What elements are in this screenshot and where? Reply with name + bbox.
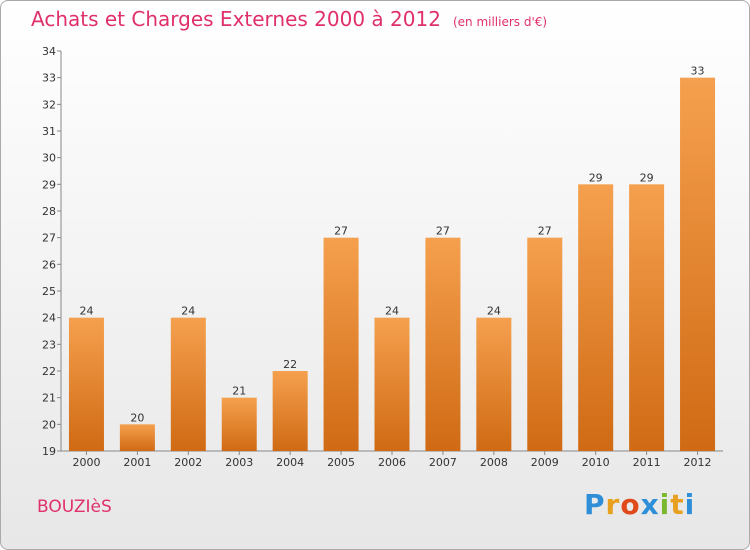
bar bbox=[374, 317, 410, 451]
x-tick-label: 2007 bbox=[429, 456, 457, 469]
x-tick-label: 2004 bbox=[276, 456, 304, 469]
chart-axes: 19 20 21 22 23 24 25 26 27 28 29 30 31 32 33 34 2000 2001… bbox=[42, 45, 723, 469]
bar bbox=[527, 237, 563, 451]
logo-letter: i bbox=[659, 488, 671, 521]
bar bbox=[119, 424, 155, 451]
data-label: 29 bbox=[640, 171, 654, 184]
y-tick-label: 28 bbox=[42, 205, 56, 218]
bar bbox=[221, 397, 257, 451]
data-label: 22 bbox=[283, 358, 297, 371]
y-tick-label: 33 bbox=[42, 72, 56, 85]
data-label: 27 bbox=[538, 225, 552, 238]
y-tick-label: 27 bbox=[42, 232, 56, 245]
bar bbox=[170, 317, 206, 451]
y-tick-label: 31 bbox=[42, 125, 56, 138]
data-label: 20 bbox=[130, 411, 144, 424]
data-label: 27 bbox=[334, 225, 348, 238]
y-tick-label: 21 bbox=[42, 392, 56, 405]
logo-letter: x bbox=[640, 488, 660, 521]
y-tick-label: 30 bbox=[42, 152, 56, 165]
commune-name: BOUZIèS bbox=[37, 497, 112, 517]
data-label: 24 bbox=[385, 305, 399, 318]
x-tick-label: 2009 bbox=[531, 456, 559, 469]
x-tick-label: 2011 bbox=[633, 456, 661, 469]
bar bbox=[425, 237, 461, 451]
logo-letter: r bbox=[605, 488, 621, 521]
chart-data-labels: 24 20 24 21 22 27 24 27 24 27 29 29 33 bbox=[79, 65, 704, 425]
data-label: 29 bbox=[589, 171, 603, 184]
x-tick-label: 2005 bbox=[327, 456, 355, 469]
bar bbox=[680, 77, 716, 452]
chart-title-block: Achats et Charges Externes 2000 à 2012 (e… bbox=[31, 7, 547, 31]
bar bbox=[629, 184, 665, 452]
y-tick-label: 25 bbox=[42, 285, 56, 298]
bar bbox=[68, 317, 104, 451]
data-label: 27 bbox=[436, 225, 450, 238]
y-tick-label: 32 bbox=[42, 98, 56, 111]
y-tick-label: 20 bbox=[42, 418, 56, 431]
chart-bars bbox=[68, 77, 716, 452]
y-tick-label: 26 bbox=[42, 258, 56, 271]
y-tick-label: 19 bbox=[42, 445, 56, 458]
chart-subtitle: (en milliers d'€) bbox=[452, 15, 548, 29]
x-tick-label: 2010 bbox=[582, 456, 610, 469]
bar bbox=[476, 317, 512, 451]
x-tick-label: 2000 bbox=[72, 456, 100, 469]
bar bbox=[323, 237, 359, 451]
x-tick-label: 2001 bbox=[123, 456, 151, 469]
bar bbox=[272, 371, 308, 451]
logo-letter: i bbox=[684, 488, 696, 521]
y-tick-label: 29 bbox=[42, 178, 56, 191]
x-tick-label: 2008 bbox=[480, 456, 508, 469]
data-label: 33 bbox=[691, 65, 705, 78]
bar bbox=[578, 184, 614, 452]
y-tick-label: 22 bbox=[42, 365, 56, 378]
y-tick-label: 23 bbox=[42, 338, 56, 351]
chart-title: Achats et Charges Externes 2000 à 2012 bbox=[31, 7, 441, 31]
data-label: 24 bbox=[181, 305, 195, 318]
y-tick-label: 34 bbox=[42, 45, 56, 58]
x-tick-label: 2012 bbox=[684, 456, 712, 469]
logo-letter: P bbox=[584, 488, 606, 521]
logo-letter: o bbox=[620, 488, 641, 521]
data-label: 24 bbox=[487, 305, 501, 318]
x-tick-label: 2003 bbox=[225, 456, 253, 469]
x-tick-label: 2006 bbox=[378, 456, 406, 469]
data-label: 24 bbox=[79, 305, 93, 318]
proxiti-logo: Proxiti bbox=[584, 488, 695, 521]
y-tick-label: 24 bbox=[42, 312, 56, 325]
x-tick-label: 2002 bbox=[174, 456, 202, 469]
data-label: 21 bbox=[232, 385, 246, 398]
logo-letter: t bbox=[670, 488, 685, 521]
